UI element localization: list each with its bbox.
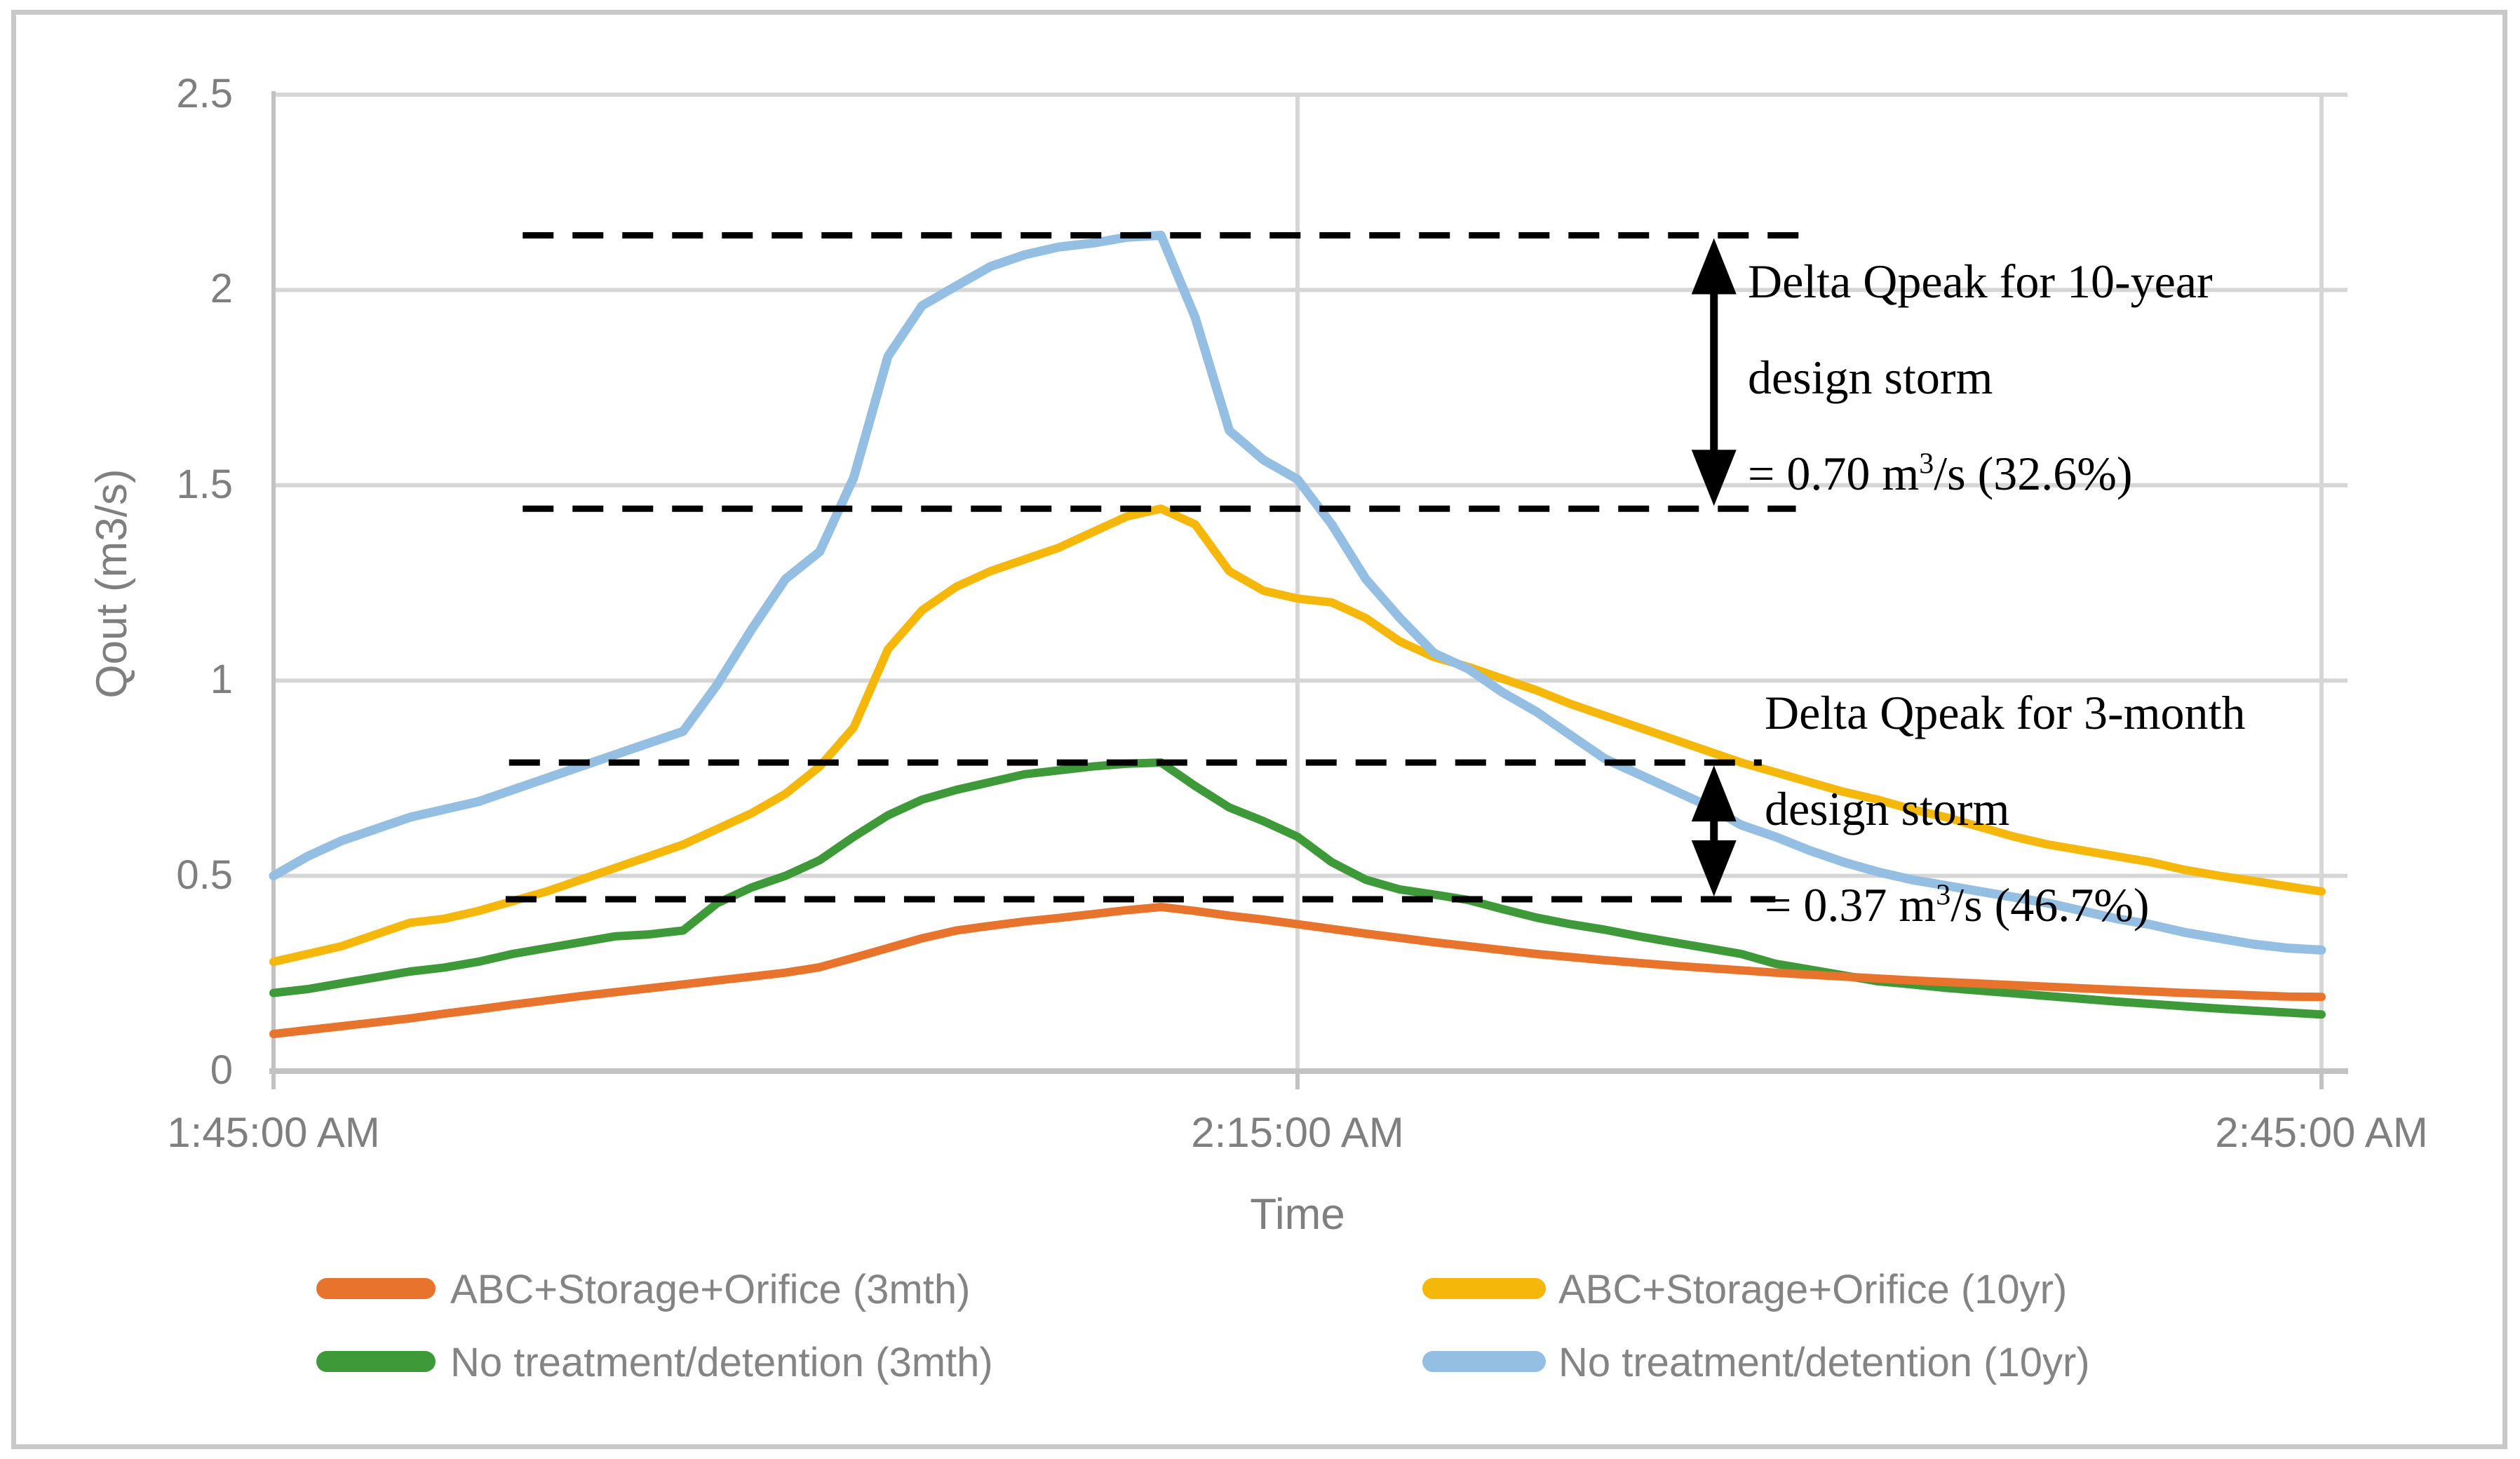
- series-line-abc-storage-orifice-10yr-: [269, 504, 2326, 967]
- legend-swatch-no-treatment-3mth: [316, 1351, 436, 1372]
- delta-arrow-head-down-1: [1691, 840, 1737, 897]
- delta-arrow-head-up-0: [1691, 238, 1737, 295]
- legend-label-no-treatment-10yr: No treatment/detention (10yr): [1558, 1340, 2090, 1385]
- y-tick-0-5: 0.5: [176, 852, 233, 898]
- legend-label-abc-storage-orifice-10yr: ABC+Storage+Orifice (10yr): [1558, 1267, 2068, 1312]
- y-tick-2: 2: [210, 266, 233, 312]
- legend-label-no-treatment-3mth: No treatment/detention (3mth): [450, 1340, 993, 1385]
- delta-arrow-head-up-1: [1691, 765, 1737, 822]
- annotation-delta-qpeak-10yr: Delta Qpeak for 10-year design storm = 0…: [1748, 234, 2213, 522]
- legend-label-abc-storage-orifice-3mth: ABC+Storage+Orifice (3mth): [450, 1267, 971, 1312]
- x-tick-145am: 1:45:00 AM: [167, 1109, 380, 1156]
- annotation-delta-qpeak-3mth: Delta Qpeak for 3-month design storm = 0…: [1765, 665, 2245, 953]
- superscript-3: 3: [1919, 448, 1934, 480]
- legend-swatch-abc-storage-orifice-3mth: [316, 1278, 436, 1299]
- annotation-3mth-line2: design storm: [1765, 782, 2010, 835]
- x-tick-245am: 2:45:00 AM: [2215, 1109, 2428, 1156]
- series-line-no-treatment-detention-10yr-: [269, 230, 2326, 955]
- series-line-no-treatment-detention-3mth-: [269, 758, 2326, 1019]
- legend-swatch-abc-storage-orifice-10yr: [1422, 1278, 1546, 1299]
- y-tick-2-5: 2.5: [176, 71, 233, 116]
- annotation-3mth-line3: = 0.37 m3/s (46.7%): [1765, 878, 2150, 932]
- y-tick-0: 0: [210, 1047, 233, 1093]
- superscript-3: 3: [1936, 879, 1951, 912]
- x-tick-215am: 2:15:00 AM: [1191, 1109, 1404, 1156]
- series-line-abc-storage-orifice-3mth-: [269, 903, 2326, 1039]
- x-axis-title: Time: [1250, 1190, 1345, 1239]
- y-tick-1: 1: [210, 657, 233, 703]
- legend-swatch-no-treatment-10yr: [1422, 1351, 1546, 1372]
- delta-arrow-head-down-0: [1691, 450, 1737, 506]
- annotation-10yr-line1: Delta Qpeak for 10-year: [1748, 255, 2213, 308]
- annotation-10yr-line2: design storm: [1748, 351, 1993, 404]
- y-axis-title: Qout (m3/s): [88, 469, 136, 699]
- y-tick-1-5: 1.5: [176, 461, 233, 507]
- annotation-3mth-line1: Delta Qpeak for 3-month: [1765, 686, 2246, 739]
- annotation-10yr-line3: = 0.70 m3/s (32.6%): [1748, 447, 2133, 500]
